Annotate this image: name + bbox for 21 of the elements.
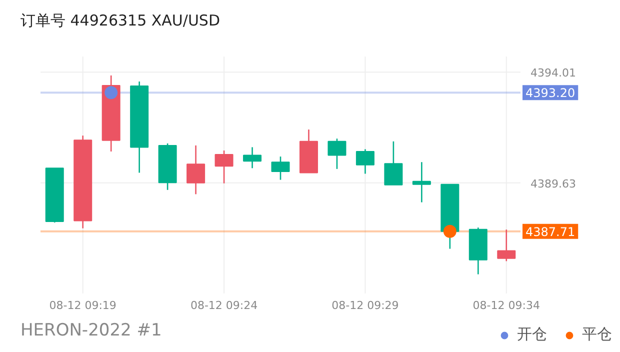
candlestick <box>214 150 234 184</box>
legend-label: 平仓 <box>582 325 612 344</box>
candlestick <box>186 144 206 195</box>
candlestick <box>356 148 374 174</box>
ref-line-label: 4387.71 <box>526 224 576 239</box>
candlestick <box>271 156 290 180</box>
candlestick <box>384 140 403 186</box>
text: HERON-2022 #1 <box>20 320 162 340</box>
candlestick <box>328 138 346 170</box>
candlestick <box>497 228 516 262</box>
x-tick-label: 08-12 09:29 <box>332 299 399 312</box>
chart-title: 订单号 44926315 XAU/USD <box>20 12 220 30</box>
candlestick <box>243 146 262 169</box>
y-tick-label: 4394.01 <box>530 66 576 80</box>
x-tick-label: 08-12 09:19 <box>49 299 116 312</box>
candlestick <box>412 161 431 203</box>
x-tick-label: 08-12 09:34 <box>472 299 540 312</box>
legend-label: 开仓 <box>517 325 547 344</box>
x-tick-label: 08-12 09:24 <box>190 299 258 312</box>
ref-line-label: 4393.20 <box>526 86 576 100</box>
y-tick-label: 4389.63 <box>530 177 576 190</box>
